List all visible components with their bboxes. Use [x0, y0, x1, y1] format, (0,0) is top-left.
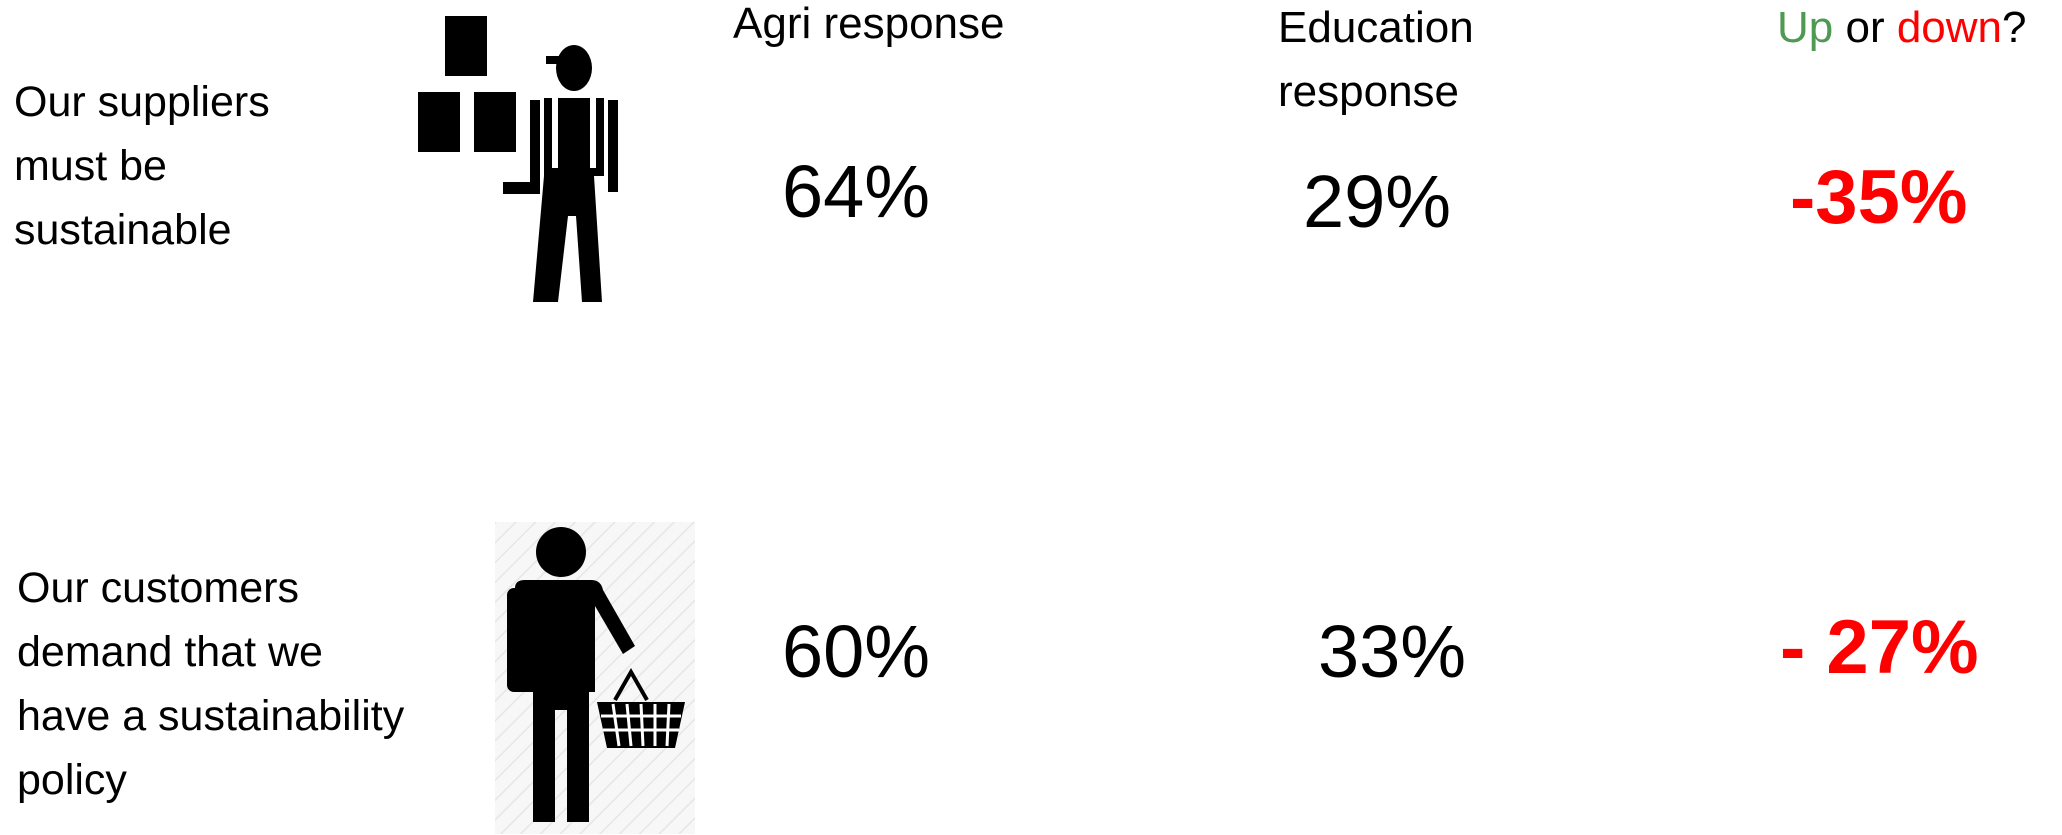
header-question-mark: ? [2002, 3, 2027, 52]
row-label-line: demand that we [17, 628, 323, 676]
shopper-basket-icon [495, 522, 695, 834]
header-education-response: Education response [1278, 0, 1474, 124]
change-value-suppliers: -35% [1790, 155, 1968, 240]
row-label-suppliers: Our suppliers must be sustainable [14, 70, 270, 262]
change-value-customers: - 27% [1780, 605, 1979, 690]
header-down-word: down [1896, 3, 2003, 52]
header-up-word: Up [1777, 3, 1834, 52]
agri-value-customers: 60% [782, 610, 931, 693]
row-label-line: have a sustainability [17, 692, 405, 740]
education-value-suppliers: 29% [1303, 160, 1452, 243]
row-label-line: Our customers [17, 564, 299, 612]
row-label-line: sustainable [14, 206, 232, 254]
supplier-worker-icon [418, 16, 623, 306]
header-education-line-1: Education [1278, 3, 1474, 52]
agri-value-suppliers: 64% [782, 150, 931, 233]
header-agri-response: Agri response [733, 0, 1005, 48]
row-label-line: Our suppliers [14, 78, 270, 126]
education-value-customers: 33% [1318, 610, 1467, 693]
header-or-word: or [1833, 3, 1897, 52]
row-label-line: policy [17, 756, 127, 804]
header-education-line-2: response [1278, 67, 1460, 116]
row-label-line: must be [14, 142, 167, 190]
header-up-or-down: Up or down? [1777, 0, 2027, 60]
row-label-customers: Our customers demand that we have a sust… [17, 556, 404, 812]
